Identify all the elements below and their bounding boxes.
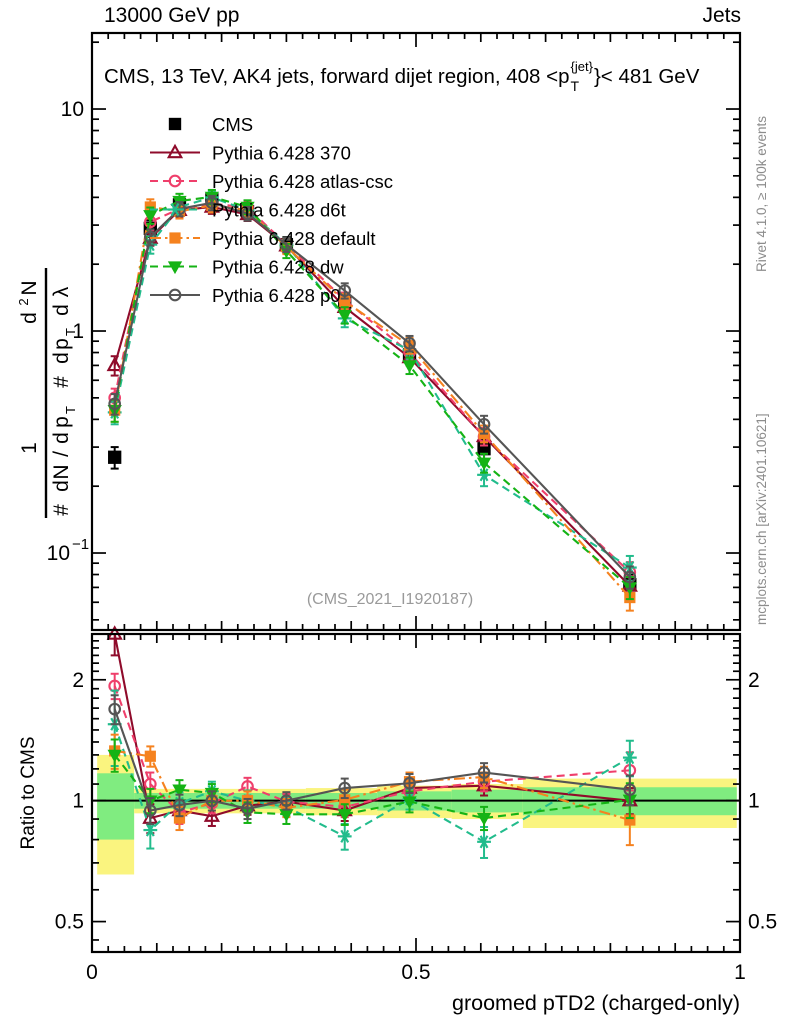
legend-item-pythia-6-428-p0[interactable]: Pythia 6.428 p0 [150, 285, 341, 306]
plot-title-subscript: T [571, 78, 580, 94]
legend-label: Pythia 6.428 d6t [212, 200, 346, 221]
x-tick-label: 1 [734, 961, 746, 984]
svg-text:d: d [18, 312, 41, 324]
main-series-group [106, 188, 638, 612]
legend-item-cms[interactable]: CMS [168, 114, 253, 135]
legend-item-pythia-6-428-370[interactable]: Pythia 6.428 370 [150, 143, 351, 164]
ratio-series-pythia-6-428-p0 [108, 694, 637, 825]
svg-text:d: d [50, 352, 73, 364]
y-tick-exponent: −1 [72, 536, 89, 553]
legend: CMS Pythia 6.428 370 Pythia 6.428 atlas-cs… [150, 114, 393, 306]
svg-text:λ: λ [50, 286, 73, 297]
svg-text:/: / [50, 451, 73, 457]
dataset-watermark: (CMS_2021_I1920187) [307, 591, 473, 608]
y-tick-label: 10 [47, 542, 70, 565]
legend-item-pythia-6-428-atlas-csc[interactable]: Pythia 6.428 atlas-csc [150, 171, 393, 192]
ratio-y-tick-label: 1 [72, 790, 84, 813]
svg-text:d: d [50, 304, 73, 316]
ratio-series-group [106, 625, 638, 859]
svg-text:p: p [50, 338, 73, 350]
legend-label: CMS [212, 114, 253, 135]
svg-text:T: T [63, 406, 78, 414]
svg-text:N: N [50, 464, 73, 479]
ratio-y-tick-label-right: 0.5 [748, 911, 777, 934]
x-axis-label: groomed pTD2 (charged-only) [452, 991, 740, 1015]
legend-item-pythia-6-428-dw[interactable]: Pythia 6.428 dw [150, 257, 344, 278]
ratio-axis-label: Ratio to CMS [18, 737, 39, 850]
header-right: Jets [702, 4, 741, 27]
svg-text:d: d [50, 432, 73, 444]
mcplots-source-label: mcplots.cern.ch [arXiv:2401.10621] [754, 413, 769, 625]
rivet-version-label: Rivet 4.1.0, ≥ 100k events [754, 116, 769, 272]
svg-text:1: 1 [18, 442, 41, 454]
plot-title: CMS, 13 TeV, AK4 jets, forward dijet reg… [104, 65, 570, 88]
ratio-y-tick-label-right: 2 [748, 669, 760, 692]
series-pythia-6-428-p0 [108, 194, 637, 590]
series-pythia-6-428-dw [107, 188, 637, 601]
y-tick-label: 10 [61, 98, 84, 121]
x-tick-label: 0 [86, 961, 98, 984]
svg-text:p: p [50, 416, 73, 428]
legend-label: Pythia 6.428 atlas-csc [212, 171, 393, 192]
legend-item-pythia-6-428-default[interactable]: Pythia 6.428 default [150, 228, 376, 249]
series-cms [108, 191, 637, 598]
svg-text:2: 2 [16, 298, 31, 305]
svg-text:#: # [50, 504, 73, 516]
legend-label: Pythia 6.428 default [212, 228, 376, 249]
series-pythia-6-428-default [109, 197, 636, 612]
svg-text:N: N [18, 280, 41, 295]
y-tick-label: 1 [72, 320, 84, 343]
x-tick-label: 0.5 [401, 961, 430, 984]
legend-label: Pythia 6.428 dw [212, 257, 344, 278]
legend-label: Pythia 6.428 p0 [212, 285, 341, 306]
legend-label: Pythia 6.428 370 [212, 143, 351, 164]
svg-text:T: T [63, 328, 78, 336]
main-panel-frame [90, 31, 742, 632]
header-left: 13000 GeV pp [104, 4, 240, 27]
plot-title-tail: }< 481 GeV [594, 65, 700, 88]
ratio-series-pythia-6-428-d6t [107, 689, 637, 859]
ratio-y-tick-label: 2 [72, 669, 84, 692]
svg-text:d: d [50, 480, 73, 492]
legend-item-pythia-6-428-d6t[interactable]: Pythia 6.428 d6t [150, 200, 346, 221]
series-pythia-6-428-370 [106, 198, 638, 598]
uncertainty-bands [97, 754, 737, 875]
ratio-y-tick-label: 0.5 [55, 911, 84, 934]
plot-title-superscript: {jet} [571, 59, 594, 74]
svg-text:#: # [50, 376, 73, 388]
ratio-y-tick-label-right: 1 [748, 790, 760, 813]
